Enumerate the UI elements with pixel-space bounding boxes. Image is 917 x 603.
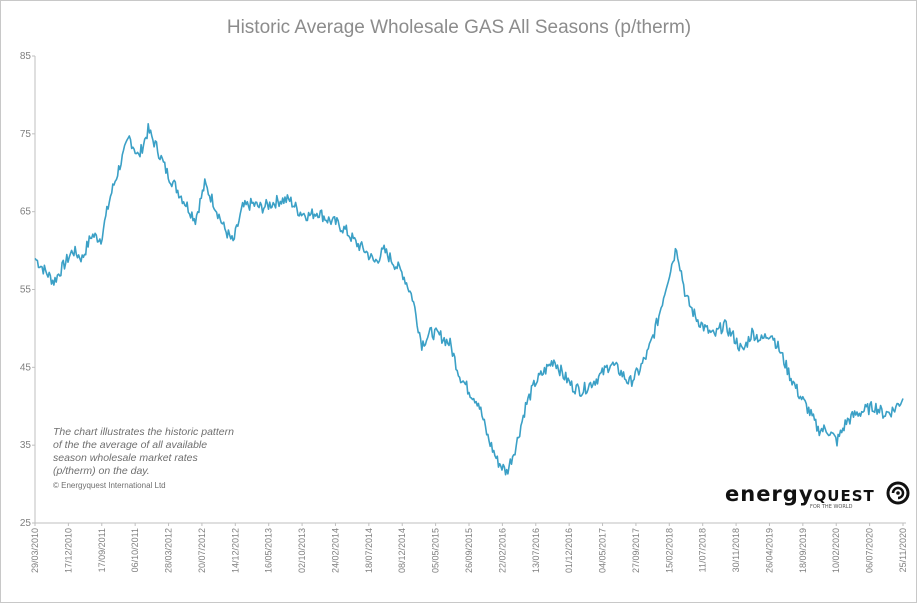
x-tick-label: 02/10/2013 [297,528,307,573]
x-tick-label: 08/12/2014 [397,528,407,573]
chart-title: Historic Average Wholesale GAS All Seaso… [227,17,691,38]
y-tick-label: 55 [20,285,32,296]
y-tick-label: 85 [20,51,32,62]
y-tick-label: 45 [20,362,32,373]
x-tick-label: 01/12/2016 [564,528,574,573]
x-tick-label: 29/03/2010 [30,528,40,573]
x-tick-label: 18/07/2014 [364,528,374,573]
x-tick-label: 13/07/2016 [531,528,541,573]
x-axis-ticks: 29/03/2010 17/12/2010 17/09/2011 06/10/2011… [30,523,908,573]
x-tick-label: 16/05/2013 [264,528,274,573]
y-axis-ticks: 25 35 45 55 65 75 85 [20,51,35,529]
note-line: (p/therm) on the day. [53,465,150,477]
x-tick-label: 10/02/2020 [831,528,841,573]
note-line: of the the average of all available [53,439,208,451]
x-tick-label: 15/02/2018 [664,528,674,573]
series-line-gas-price [34,123,904,476]
x-tick-label: 28/03/2012 [164,528,174,573]
x-tick-label: 14/12/2012 [230,528,240,573]
x-tick-label: 06/07/2020 [865,528,875,573]
x-tick-label: 25/11/2020 [898,528,908,572]
swirl-icon [886,481,910,505]
x-tick-label: 17/09/2011 [97,528,107,572]
x-tick-label: 17/12/2010 [63,528,73,573]
x-tick-label: 05/05/2015 [431,528,441,573]
note-line: The chart illustrates the historic patte… [53,426,234,438]
x-tick-label: 22/02/2016 [497,528,507,573]
x-tick-label: 04/05/2017 [598,528,608,573]
logo-word-quest: QUEST [813,487,875,505]
y-tick-label: 75 [20,129,32,140]
x-tick-label: 30/11/2018 [731,528,741,572]
logo-tagline: FOR THE WORLD [810,504,853,510]
note-line: season wholesale market rates [53,452,198,464]
y-tick-label: 25 [20,518,32,529]
y-tick-label: 35 [20,440,32,451]
logo-word-energy: energy [725,482,814,506]
x-tick-label: 11/07/2018 [698,528,708,572]
x-tick-label: 24/02/2014 [330,528,340,573]
x-tick-label: 27/09/2017 [631,528,641,573]
y-tick-label: 65 [20,207,32,218]
x-tick-label: 26/04/2019 [764,528,774,573]
x-tick-label: 18/09/2019 [798,528,808,573]
x-tick-label: 20/07/2012 [197,528,207,573]
x-tick-label: 26/09/2015 [464,528,474,573]
x-tick-label: 06/10/2011 [130,528,140,572]
copyright-text: © Energyquest International Ltd [53,481,166,490]
chart-note: The chart illustrates the historic patte… [53,426,293,492]
energyquest-logo: energyQUEST FOR THE WORLD [725,481,910,510]
